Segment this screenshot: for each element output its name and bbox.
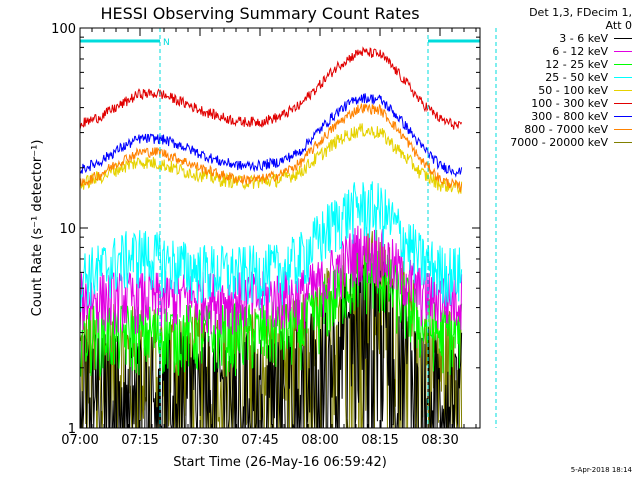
legend-item: 300 - 800 keV: [472, 110, 632, 123]
footer-date: 5-Apr-2018 18:14: [570, 466, 632, 474]
series-50-100-kev: [80, 123, 463, 195]
legend-swatch: [614, 77, 632, 78]
legend-swatch: [614, 38, 632, 39]
x-tick-label: 07:45: [241, 433, 278, 448]
chart-title: HESSI Observing Summary Count Rates: [100, 4, 419, 23]
x-tick-label: 07:30: [181, 433, 218, 448]
x-tick-label: 07:00: [61, 433, 98, 448]
series-300-800-kev: [80, 93, 463, 178]
y-axis-label: Count Rate (s⁻¹ detector⁻¹): [30, 140, 45, 317]
legend-label: 50 - 100 keV: [538, 84, 608, 97]
legend-item: 6 - 12 keV: [472, 45, 632, 58]
legend-item: 3 - 6 keV: [472, 32, 632, 45]
legend-label: 100 - 300 keV: [531, 97, 608, 110]
legend-item: 12 - 25 keV: [472, 58, 632, 71]
x-tick-label: 08:30: [421, 433, 458, 448]
legend-swatch: [614, 51, 632, 52]
series-800-7000-kev: [80, 103, 463, 193]
legend-header-line1: Det 1,3, FDecim 1,: [529, 6, 632, 19]
series-100-300-kev: [80, 46, 463, 130]
legend-label: 3 - 6 keV: [559, 32, 608, 45]
y-tick-label: 10: [59, 222, 76, 237]
x-tick-label: 08:00: [301, 433, 338, 448]
legend-label: 7000 - 20000 keV: [510, 136, 608, 149]
legend-label: 12 - 25 keV: [545, 58, 608, 71]
legend-label: 800 - 7000 keV: [524, 123, 608, 136]
series-7000-20000-kev: [80, 229, 463, 428]
legend-swatch: [614, 116, 632, 117]
legend: Det 1,3, FDecim 1, Att 0 3 - 6 keV 6 - 12…: [472, 6, 632, 149]
y-tick-label: 100: [51, 22, 76, 37]
x-axis-label: Start Time (26-May-16 06:59:42): [173, 455, 387, 470]
series-3-6-kev: [80, 258, 463, 428]
legend-item: 100 - 300 keV: [472, 97, 632, 110]
legend-swatch: [614, 129, 632, 130]
series-25-50-kev: [80, 181, 463, 313]
y-tick-label: 1: [68, 422, 76, 437]
legend-item: 800 - 7000 keV: [472, 123, 632, 136]
flag-label: N: [163, 38, 170, 48]
legend-swatch: [614, 90, 632, 91]
legend-label: 6 - 12 keV: [552, 45, 608, 58]
legend-item: 50 - 100 keV: [472, 84, 632, 97]
legend-item: 7000 - 20000 keV: [472, 136, 632, 149]
legend-header-line2: Att 0: [605, 19, 632, 32]
series-6-12-kev: [80, 225, 463, 335]
legend-swatch: [614, 64, 632, 65]
legend-item: 25 - 50 keV: [472, 71, 632, 84]
x-tick-label: 07:15: [121, 433, 158, 448]
legend-swatch: [614, 142, 632, 143]
legend-label: 25 - 50 keV: [545, 71, 608, 84]
legend-swatch: [614, 103, 632, 104]
x-tick-label: 08:15: [361, 433, 398, 448]
legend-label: 300 - 800 keV: [531, 110, 608, 123]
